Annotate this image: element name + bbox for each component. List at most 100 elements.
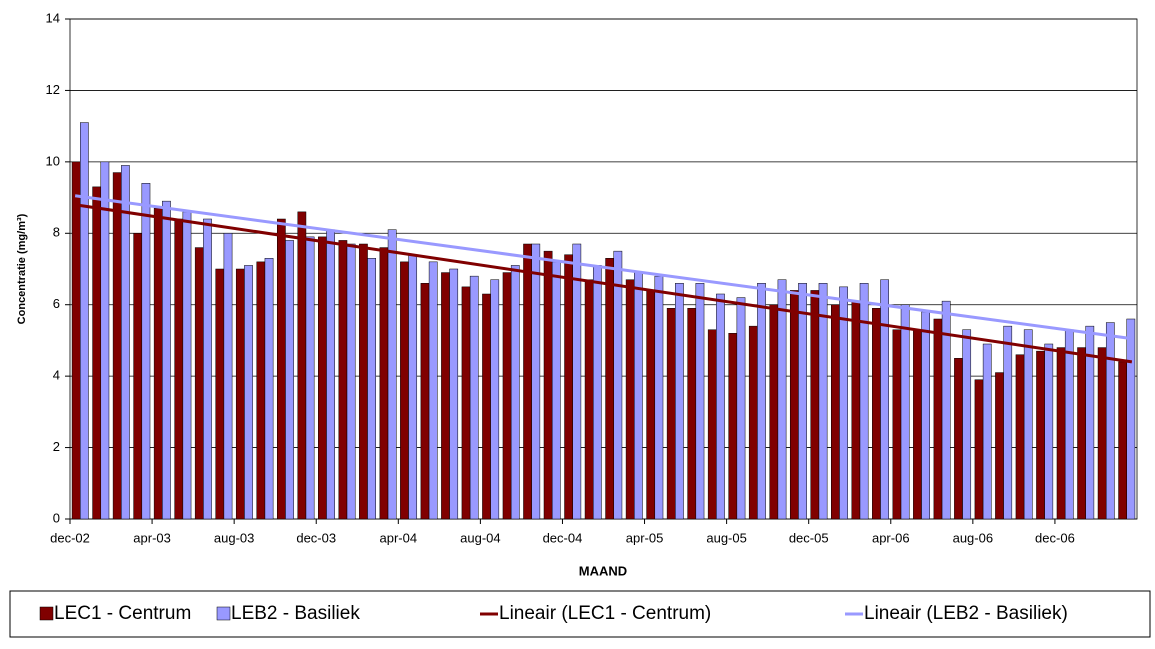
bar (100, 161, 110, 520)
bar (379, 247, 389, 520)
bar (941, 300, 951, 520)
bar (133, 233, 143, 520)
bar (153, 208, 163, 520)
y-tick-label: 0 (53, 510, 60, 525)
bar (71, 161, 81, 520)
bar (387, 229, 397, 520)
y-tick-label: 8 (53, 225, 60, 240)
plot-border (69, 18, 1138, 520)
bar (223, 233, 233, 520)
bar (831, 304, 840, 520)
bar (182, 211, 192, 520)
bar (482, 293, 491, 520)
bar (92, 186, 102, 520)
y-tick-label: 10 (46, 153, 60, 168)
bar (892, 329, 902, 520)
x-tick-label: dec-06 (1035, 530, 1075, 545)
bar (592, 265, 602, 520)
bar (716, 293, 725, 520)
bar (777, 279, 787, 520)
bar (757, 283, 766, 520)
bar (502, 272, 512, 520)
bar (551, 261, 561, 520)
y-tick-label: 2 (53, 439, 60, 454)
bar (121, 165, 130, 520)
bar (933, 318, 943, 520)
trend-line (74, 203, 1133, 364)
x-tick-label: aug-04 (460, 530, 500, 545)
bar (1044, 343, 1054, 520)
bar (174, 218, 184, 520)
bar (490, 279, 500, 520)
bar (728, 333, 738, 520)
x-tick-label: apr-06 (872, 530, 910, 545)
bar (1097, 347, 1107, 520)
bar (1118, 361, 1127, 520)
bar (625, 279, 635, 520)
bar (367, 258, 376, 520)
bar (687, 308, 697, 520)
legend-label: Lineair (LEC1 - Centrum) (499, 603, 711, 624)
bar (634, 272, 643, 520)
bar (112, 172, 122, 520)
bar (839, 286, 848, 520)
legend-swatch (216, 606, 231, 621)
bar (297, 211, 307, 520)
bar (748, 325, 758, 520)
bar (276, 218, 286, 520)
bar (851, 300, 861, 520)
bar (769, 304, 779, 520)
bar (913, 329, 922, 520)
bar (605, 258, 615, 520)
legend-swatch (39, 606, 54, 621)
bar (1077, 347, 1086, 520)
bar (256, 261, 266, 520)
y-tick-label: 6 (53, 296, 60, 311)
legend-label: Lineair (LEB2 - Basiliek) (864, 603, 1068, 624)
bar (572, 243, 582, 520)
bar (469, 275, 479, 520)
bar (461, 286, 471, 520)
bar (880, 279, 889, 520)
x-axis-label: MAAND (579, 563, 627, 578)
bar (162, 200, 171, 520)
bar (531, 243, 541, 520)
bar (798, 283, 807, 520)
y-tick-label: 14 (46, 10, 60, 25)
bar (818, 283, 828, 520)
bar (420, 283, 430, 520)
bar (962, 329, 972, 520)
bar (584, 279, 594, 520)
x-tick-label: dec-04 (543, 530, 583, 545)
x-tick-label: apr-04 (380, 530, 418, 545)
bar (285, 240, 294, 520)
bar (564, 254, 573, 520)
y-axis-label: Concentratie (mg/m³) (16, 213, 28, 324)
bar (80, 122, 89, 520)
bar (400, 261, 409, 520)
bar (666, 308, 676, 520)
bar (646, 290, 656, 520)
bar (408, 254, 418, 520)
x-tick-label: dec-03 (296, 530, 336, 545)
bar (244, 265, 253, 520)
legend-label: LEC1 - Centrum (54, 603, 191, 624)
bar (449, 268, 459, 520)
x-tick-label: aug-06 (953, 530, 993, 545)
bar (264, 258, 274, 520)
bar (872, 308, 881, 520)
bar (1036, 350, 1045, 520)
bar (338, 240, 348, 520)
legend-label: LEB2 - Basiliek (231, 603, 360, 624)
bar (1023, 329, 1033, 520)
bar (675, 283, 684, 520)
bar (510, 265, 520, 520)
bar (695, 283, 705, 520)
y-tick-label: 12 (46, 82, 60, 97)
bar (974, 379, 984, 520)
x-tick-label: aug-03 (214, 530, 254, 545)
bar (921, 311, 931, 520)
bar (1015, 354, 1025, 520)
bar (1085, 325, 1095, 520)
